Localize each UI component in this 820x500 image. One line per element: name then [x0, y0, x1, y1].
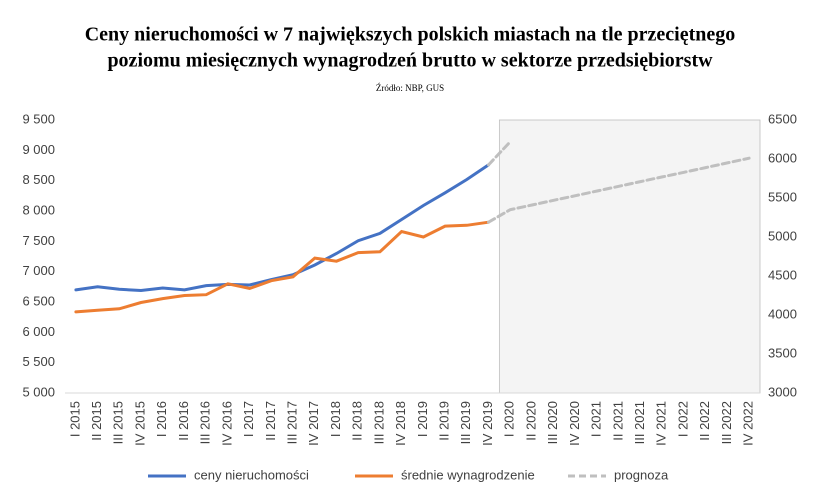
x-tick-label: III 2021 [632, 401, 647, 444]
y2-tick-label: 6500 [768, 111, 797, 126]
y-tick-label: 7 500 [22, 233, 55, 248]
x-tick-label: II 2019 [437, 401, 452, 441]
x-tick-label: II 2016 [176, 401, 191, 441]
chart-subtitle: Źródło: NBP, GUS [376, 83, 444, 93]
x-tick-label: II 2022 [697, 401, 712, 441]
legend-label: prognoza [614, 467, 669, 482]
x-tick-label: IV 2015 [132, 401, 147, 446]
y-tick-label: 5 000 [22, 384, 55, 399]
legend-label: ceny nieruchomości [194, 467, 309, 482]
chart-title: Ceny nieruchomości w 7 największych pols… [85, 24, 736, 46]
y-tick-label: 6 000 [22, 324, 55, 339]
x-tick-label: III 2018 [371, 401, 386, 444]
y-tick-label: 9 500 [22, 111, 55, 126]
x-tick-label: II 2020 [523, 401, 538, 441]
y-tick-label: 9 000 [22, 142, 55, 157]
x-tick-label: IV 2018 [393, 401, 408, 446]
y2-tick-label: 4500 [768, 267, 797, 282]
y2-tick-label: 3500 [768, 345, 797, 360]
x-tick-label: III 2015 [111, 401, 126, 444]
x-tick-label: I 2018 [328, 401, 343, 437]
x-tick-label: I 2015 [67, 401, 82, 437]
legend-label: średnie wynagrodzenie [401, 467, 535, 482]
x-tick-label: II 2017 [263, 401, 278, 441]
x-tick-label: IV 2020 [567, 401, 582, 446]
x-tick-label: I 2019 [415, 401, 430, 437]
x-tick-label: III 2017 [284, 401, 299, 444]
x-tick-label: III 2019 [458, 401, 473, 444]
x-tick-label: IV 2022 [741, 401, 756, 446]
x-tick-label: II 2018 [350, 401, 365, 441]
y-tick-label: 8 500 [22, 172, 55, 187]
x-tick-label: I 2020 [502, 401, 517, 437]
series-line [487, 140, 512, 167]
y2-tick-label: 4000 [768, 306, 797, 321]
x-tick-label: IV 2021 [654, 401, 669, 446]
y-tick-label: 6 500 [22, 293, 55, 308]
y2-tick-label: 3000 [768, 384, 797, 399]
y2-tick-label: 5500 [768, 189, 797, 204]
x-tick-label: I 2016 [154, 401, 169, 437]
x-tick-label: I 2017 [241, 401, 256, 437]
x-tick-label: I 2022 [675, 401, 690, 437]
x-tick-label: IV 2019 [480, 401, 495, 446]
y-tick-label: 5 500 [22, 354, 55, 369]
series-line [487, 156, 751, 224]
y-tick-label: 7 000 [22, 263, 55, 278]
y-tick-label: 8 000 [22, 202, 55, 217]
x-tick-label: IV 2016 [219, 401, 234, 446]
x-tick-label: I 2021 [589, 401, 604, 437]
x-tick-label: II 2021 [610, 401, 625, 441]
series-line [74, 220, 490, 314]
y2-tick-label: 5000 [768, 228, 797, 243]
series-line [74, 163, 490, 293]
forecast-area [498, 119, 761, 394]
chart-title: poziomu miesięcznych wynagrodzeń brutto … [107, 50, 713, 72]
y2-tick-label: 6000 [768, 150, 797, 165]
x-tick-label: IV 2017 [306, 401, 321, 446]
x-tick-label: III 2016 [198, 401, 213, 444]
x-tick-label: III 2020 [545, 401, 560, 444]
x-tick-label: III 2022 [719, 401, 734, 444]
x-tick-label: II 2015 [89, 401, 104, 441]
